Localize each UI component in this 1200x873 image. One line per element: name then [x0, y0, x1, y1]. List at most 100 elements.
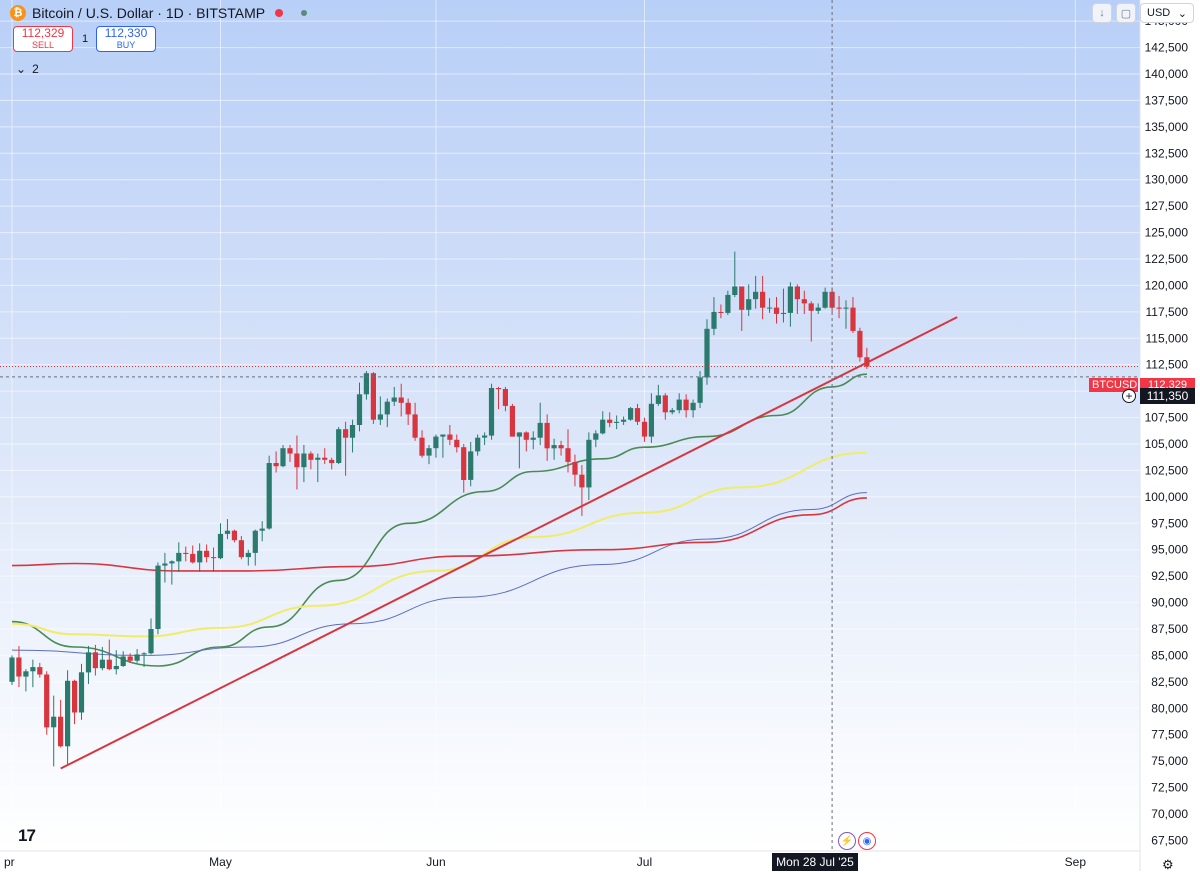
- us-flag-icon[interactable]: ◉: [858, 832, 876, 850]
- candle-body: [544, 422, 550, 449]
- y-tick-label: 122,500: [1145, 252, 1189, 266]
- candle-body: [211, 557, 217, 559]
- candle: [391, 386, 397, 406]
- candle-body: [433, 436, 439, 449]
- price-axis: 145,000142,500140,000137,500135,000132,5…: [1145, 14, 1189, 847]
- candle-body: [822, 291, 828, 308]
- candle: [843, 300, 849, 329]
- currency-select[interactable]: USD ⌄: [1140, 3, 1194, 23]
- candle-body: [155, 565, 161, 629]
- candle-body: [815, 307, 821, 311]
- candle: [523, 431, 529, 452]
- candle: [231, 529, 237, 543]
- alert-dot-icon: [275, 9, 284, 17]
- candle: [628, 407, 634, 421]
- candle-body: [322, 457, 328, 460]
- ma-line-yellow: [11, 451, 867, 638]
- candle-body: [641, 421, 648, 437]
- indicators-toggle[interactable]: ⌄ 2: [16, 62, 39, 76]
- candle-body: [683, 399, 689, 411]
- candle-body: [343, 429, 349, 438]
- candle: [836, 296, 842, 319]
- sell-label: SELL: [31, 40, 55, 50]
- candle-body: [655, 395, 661, 404]
- symbol-title[interactable]: Bitcoin / U.S. Dollar · 1D · BITSTAMP: [32, 5, 266, 21]
- chevron-down-icon: ⌄: [1177, 7, 1187, 20]
- snapshot-icon[interactable]: ▢: [1116, 3, 1136, 23]
- candle-body: [398, 397, 404, 403]
- candle-body: [537, 422, 543, 438]
- candle: [294, 435, 300, 490]
- y-tick-label: 127,500: [1145, 199, 1189, 213]
- candle-body: [419, 437, 425, 456]
- top-controls: ↓ ▢ USD ⌄: [1092, 3, 1194, 23]
- download-icon[interactable]: ↓: [1092, 3, 1112, 23]
- candle: [516, 432, 522, 469]
- candle-body: [704, 328, 710, 378]
- candle: [349, 419, 356, 453]
- candle-body: [767, 307, 773, 309]
- candle: [773, 297, 780, 324]
- candle-body: [648, 403, 654, 437]
- settings-icon[interactable]: ⚙: [1162, 857, 1174, 872]
- y-tick-label: 102,500: [1145, 463, 1189, 477]
- candle-body: [739, 286, 745, 310]
- candle: [127, 653, 133, 663]
- candle-body: [516, 432, 522, 437]
- candle-body: [572, 462, 578, 475]
- candle: [23, 669, 29, 692]
- lightning-icon[interactable]: ⚡: [838, 832, 856, 850]
- cursor-date-badge: Mon 28 Jul '25: [772, 853, 858, 871]
- y-tick-label: 87,500: [1151, 622, 1188, 636]
- candle: [857, 327, 863, 362]
- plot-area[interactable]: [0, 0, 1140, 851]
- candle: [732, 251, 738, 298]
- candle-body: [315, 457, 321, 460]
- candle-body: [141, 653, 147, 655]
- candle: [447, 424, 453, 446]
- y-tick-label: 120,000: [1145, 278, 1189, 292]
- candle-body: [9, 657, 15, 682]
- candle: [551, 438, 557, 460]
- candle-body: [579, 474, 585, 488]
- candle: [51, 695, 57, 767]
- y-tick-label: 130,000: [1145, 173, 1189, 187]
- tradingview-logo[interactable]: 17: [18, 826, 36, 845]
- candle: [308, 451, 314, 470]
- candle-body: [356, 394, 363, 425]
- candle: [711, 297, 717, 336]
- candle-body: [586, 439, 592, 488]
- candle: [704, 319, 710, 385]
- candle-body: [183, 552, 189, 554]
- candle: [356, 382, 363, 432]
- candle: [725, 290, 731, 316]
- candle-body: [65, 680, 71, 747]
- buy-button[interactable]: 112,330 BUY: [96, 26, 156, 52]
- sell-button[interactable]: 112,329 SELL: [13, 26, 73, 52]
- candle: [398, 383, 404, 417]
- candle: [384, 398, 390, 428]
- add-alert-icon[interactable]: +: [1122, 389, 1136, 403]
- candle-body: [377, 414, 383, 420]
- candle: [197, 543, 203, 572]
- candle: [558, 440, 564, 456]
- candle-body: [16, 657, 22, 677]
- candle-body: [217, 533, 224, 559]
- candle: [259, 521, 265, 542]
- candle-body: [349, 425, 356, 438]
- candle-body: [530, 437, 536, 440]
- candle-body: [551, 445, 557, 449]
- candle-body: [176, 552, 182, 562]
- candle: [120, 651, 126, 668]
- candle: [850, 297, 856, 333]
- candle: [537, 402, 543, 446]
- candle: [760, 275, 766, 320]
- y-tick-label: 77,500: [1151, 728, 1188, 742]
- candle: [676, 393, 682, 414]
- candle-body: [85, 652, 92, 673]
- candle: [315, 453, 321, 483]
- candle: [204, 544, 210, 563]
- candle: [217, 523, 224, 560]
- market-status-icon[interactable]: [301, 10, 308, 16]
